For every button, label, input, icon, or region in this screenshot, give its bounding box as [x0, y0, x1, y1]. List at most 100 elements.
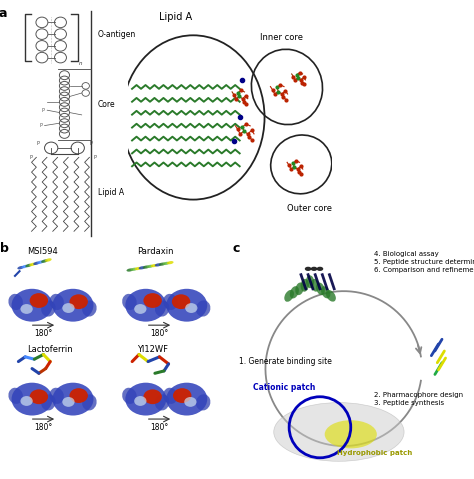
Text: 2. Pharmacophore design
3. Peptide synthesis: 2. Pharmacophore design 3. Peptide synth… [374, 392, 464, 406]
Text: P: P [36, 141, 39, 146]
Ellipse shape [21, 265, 28, 268]
Ellipse shape [163, 388, 178, 404]
Ellipse shape [11, 383, 53, 415]
Ellipse shape [18, 266, 24, 269]
Ellipse shape [143, 265, 149, 269]
Ellipse shape [317, 267, 323, 271]
Text: Outer core: Outer core [287, 205, 332, 213]
Ellipse shape [155, 300, 169, 317]
Text: Lipid A: Lipid A [158, 12, 191, 22]
Ellipse shape [70, 294, 88, 309]
Ellipse shape [20, 396, 33, 406]
Ellipse shape [130, 268, 137, 271]
Text: 180°: 180° [150, 422, 169, 432]
Ellipse shape [49, 388, 64, 404]
Ellipse shape [138, 266, 146, 269]
Text: 180°: 180° [34, 422, 53, 432]
Ellipse shape [49, 294, 64, 310]
Ellipse shape [301, 279, 309, 292]
Ellipse shape [9, 388, 23, 404]
Ellipse shape [326, 290, 336, 302]
Text: Core: Core [98, 100, 115, 109]
Text: P: P [42, 108, 45, 113]
Ellipse shape [144, 293, 162, 308]
Ellipse shape [163, 262, 170, 265]
Ellipse shape [321, 286, 330, 298]
Ellipse shape [155, 394, 169, 411]
Text: P: P [90, 141, 92, 146]
Ellipse shape [163, 294, 178, 310]
Ellipse shape [134, 396, 146, 406]
Ellipse shape [122, 388, 137, 404]
Ellipse shape [167, 261, 173, 264]
Ellipse shape [11, 289, 53, 322]
Ellipse shape [159, 262, 165, 266]
Ellipse shape [9, 294, 23, 310]
Ellipse shape [25, 264, 32, 267]
Text: P: P [30, 155, 33, 160]
Ellipse shape [146, 265, 154, 268]
Text: c: c [232, 242, 240, 255]
Text: 180°: 180° [150, 329, 169, 338]
Ellipse shape [316, 283, 325, 295]
Ellipse shape [155, 263, 162, 266]
Ellipse shape [185, 303, 198, 313]
Ellipse shape [122, 294, 137, 310]
Ellipse shape [41, 259, 48, 263]
Text: O-antigen: O-antigen [98, 30, 136, 39]
Ellipse shape [127, 268, 133, 272]
Ellipse shape [274, 403, 404, 461]
Ellipse shape [41, 394, 55, 411]
Ellipse shape [45, 258, 52, 262]
Text: Pardaxin: Pardaxin [137, 247, 173, 255]
Ellipse shape [29, 262, 36, 266]
Ellipse shape [37, 261, 44, 264]
Ellipse shape [30, 389, 48, 404]
Text: Lactoferrin: Lactoferrin [27, 345, 73, 354]
Ellipse shape [30, 293, 48, 308]
Ellipse shape [20, 304, 33, 314]
Text: Inner core: Inner core [260, 33, 303, 42]
Ellipse shape [166, 383, 207, 415]
Ellipse shape [125, 289, 166, 322]
Ellipse shape [151, 264, 157, 267]
Ellipse shape [82, 300, 97, 317]
Text: 1. Generate binding site: 1. Generate binding site [239, 357, 332, 366]
Ellipse shape [33, 262, 40, 265]
Ellipse shape [290, 286, 299, 298]
Ellipse shape [184, 397, 197, 407]
Text: Hydrophobic patch: Hydrophobic patch [337, 450, 412, 456]
Ellipse shape [135, 267, 141, 270]
Text: P: P [39, 123, 42, 128]
Ellipse shape [295, 283, 304, 295]
Text: 180°: 180° [34, 329, 53, 338]
Text: Cationic patch: Cationic patch [253, 383, 316, 392]
Ellipse shape [82, 394, 97, 411]
Text: P: P [93, 155, 96, 160]
Ellipse shape [125, 383, 166, 415]
Text: b: b [0, 242, 9, 255]
Ellipse shape [325, 420, 377, 448]
Ellipse shape [196, 394, 210, 411]
Ellipse shape [53, 383, 93, 415]
Ellipse shape [62, 397, 74, 407]
Text: a: a [0, 7, 7, 20]
Ellipse shape [306, 275, 314, 288]
Ellipse shape [134, 304, 146, 314]
Ellipse shape [196, 300, 210, 317]
Ellipse shape [311, 279, 319, 292]
Text: MSI594: MSI594 [27, 247, 58, 255]
Ellipse shape [62, 303, 74, 313]
Text: Lipid A: Lipid A [98, 188, 124, 197]
Ellipse shape [41, 300, 55, 317]
Ellipse shape [70, 388, 88, 403]
Ellipse shape [284, 290, 294, 302]
Ellipse shape [166, 289, 207, 322]
Ellipse shape [172, 294, 190, 309]
Ellipse shape [144, 389, 162, 404]
Ellipse shape [305, 267, 311, 271]
Ellipse shape [53, 289, 93, 322]
Text: 4. Biological assay
5. Peptide structure determination
6. Comparison and refinem: 4. Biological assay 5. Peptide structure… [374, 251, 474, 273]
Ellipse shape [173, 388, 191, 403]
Ellipse shape [311, 267, 317, 271]
